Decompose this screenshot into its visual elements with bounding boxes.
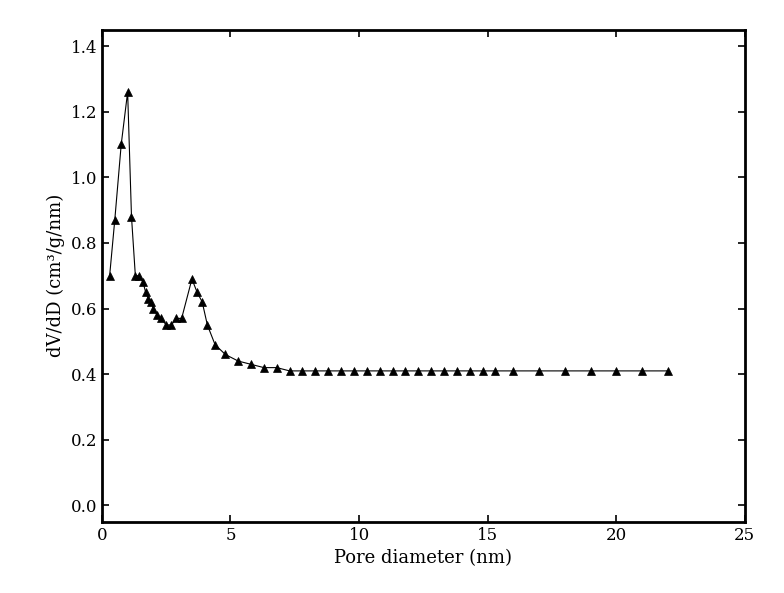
Y-axis label: dV/dD (cm³/g/nm): dV/dD (cm³/g/nm) <box>47 194 65 358</box>
X-axis label: Pore diameter (nm): Pore diameter (nm) <box>334 549 513 568</box>
